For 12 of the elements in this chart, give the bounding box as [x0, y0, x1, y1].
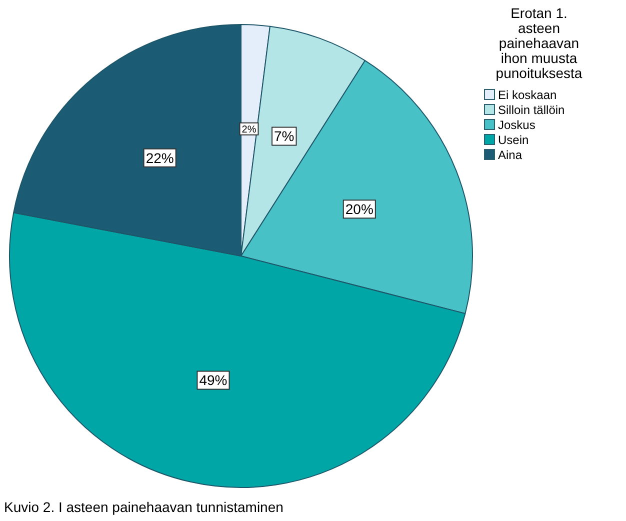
- legend-label: Aina: [498, 148, 522, 162]
- legend-label: Joskus: [498, 118, 536, 132]
- data-label: 7%: [274, 128, 294, 144]
- data-label: 2%: [242, 124, 256, 136]
- data-label: 22%: [146, 150, 174, 166]
- legend-label: Usein: [498, 132, 529, 146]
- data-label: 49%: [199, 372, 228, 388]
- data-label: 20%: [345, 200, 374, 217]
- legend-label: Silloin tällöin: [498, 102, 565, 116]
- text: Kuvio 2. I asteen painehaavan tunnistaminen: [4, 499, 284, 515]
- legend-label: Ei koskaan: [498, 88, 557, 102]
- legend-title: Erotan 1. asteen painehaavan ihon muusta punoituksesta: [494, 5, 584, 81]
